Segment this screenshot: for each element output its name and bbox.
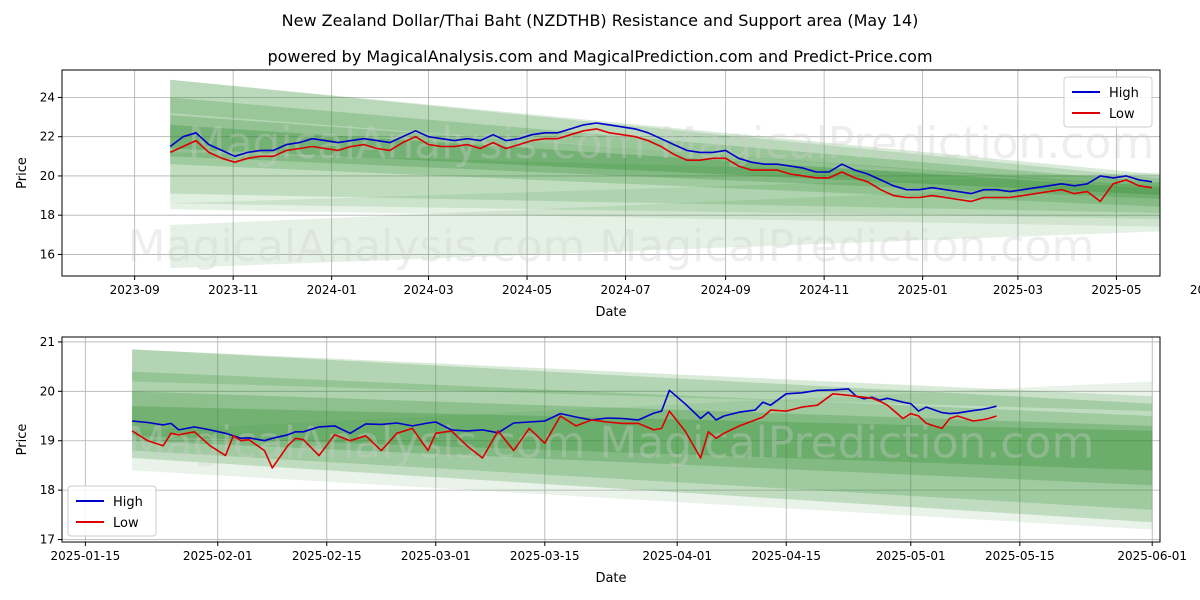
x-tick-label: 2024-09 [701, 283, 751, 297]
y-axis-label: Price [15, 424, 30, 456]
support-resistance-bands [132, 349, 1153, 530]
x-tick-label: 2023-11 [208, 283, 258, 297]
x-tick-label: 2025-01 [898, 283, 948, 297]
x-tick-label: 2025-03 [993, 283, 1043, 297]
x-tick-label: 2025-01-15 [50, 549, 120, 563]
series-line-low [169, 128, 1153, 203]
band [132, 371, 1153, 510]
x-axis-label: Date [595, 305, 626, 320]
legend: High Low [1063, 76, 1153, 128]
x-tick-label: 2025-07 [1190, 283, 1200, 297]
y-axis-label: Price [15, 157, 30, 189]
legend-label-high: High [113, 495, 143, 510]
series-line-high [132, 388, 997, 442]
x-tick-label: 2025-04-01 [642, 549, 712, 563]
y-tick-label: 18 [40, 208, 55, 222]
legend-label-high: High [1109, 86, 1139, 101]
band [132, 406, 1153, 471]
legend-label-low: Low [113, 516, 139, 531]
x-tick-label: 2023-09 [110, 283, 160, 297]
support-resistance-bands [170, 79, 1160, 269]
x-tick-label: 2025-03-15 [510, 549, 580, 563]
bottom-chart: MagicalAnalysis.com MagicalPrediction.co… [15, 335, 1187, 586]
x-tick-label: 2024-03 [403, 283, 453, 297]
top-chart: MagicalAnalysis.com MagicalPrediction.co… [15, 69, 1200, 320]
x-tick-label: 2025-05 [1091, 283, 1141, 297]
band [170, 97, 1160, 207]
legend-box [67, 485, 157, 537]
legend-label-low: Low [1109, 107, 1135, 122]
watermark: MagicalAnalysis.com MagicalPrediction.co… [128, 221, 1095, 272]
x-tick-label: 2024-05 [502, 283, 552, 297]
series-line-high [169, 122, 1153, 195]
series-line-low [131, 393, 997, 469]
x-tick-label: 2025-06-01 [1117, 549, 1187, 563]
x-tick-label: 2024-01 [307, 283, 357, 297]
y-tick-label: 20 [40, 169, 55, 183]
grid [62, 337, 1160, 542]
band [170, 115, 1160, 199]
x-tick-label: 2025-05-15 [985, 549, 1055, 563]
band [132, 391, 1153, 486]
x-tick-label: 2025-04-15 [751, 549, 821, 563]
x-tick-label: 2024-11 [799, 283, 849, 297]
band [170, 124, 1160, 195]
band [132, 349, 1153, 523]
band [170, 182, 1160, 269]
band [170, 79, 1160, 213]
x-axis-label: Date [595, 571, 626, 586]
band [132, 349, 1153, 412]
y-tick-label: 20 [40, 384, 55, 398]
y-tick-label: 19 [40, 434, 55, 448]
chart-subtitle: powered by MagicalAnalysis.com and Magic… [267, 47, 932, 66]
band [170, 152, 1160, 219]
band [170, 172, 1160, 227]
x-tick-label: 2025-02-15 [292, 549, 362, 563]
band [132, 381, 1153, 530]
axes-frame [61, 69, 1161, 277]
y-tick-label: 22 [40, 130, 55, 144]
y-tick-label: 18 [40, 483, 55, 497]
watermark: MagicalAnalysis.com MagicalPrediction.co… [128, 418, 1095, 469]
y-tick-label: 24 [40, 90, 55, 104]
axes-frame [61, 336, 1161, 543]
y-tick-label: 21 [40, 335, 55, 349]
x-tick-label: 2025-03-01 [401, 549, 471, 563]
x-tick-label: 2025-02-01 [183, 549, 253, 563]
legend: High Low [67, 485, 157, 537]
band [170, 79, 1160, 189]
y-tick-label: 16 [40, 247, 55, 261]
chart-title: New Zealand Dollar/Thai Baht (NZDTHB) Re… [282, 11, 919, 30]
x-tick-label: 2024-07 [600, 283, 650, 297]
x-tick-label: 2025-05-01 [876, 549, 946, 563]
y-tick-label: 17 [40, 533, 55, 547]
legend-box [1063, 76, 1153, 128]
